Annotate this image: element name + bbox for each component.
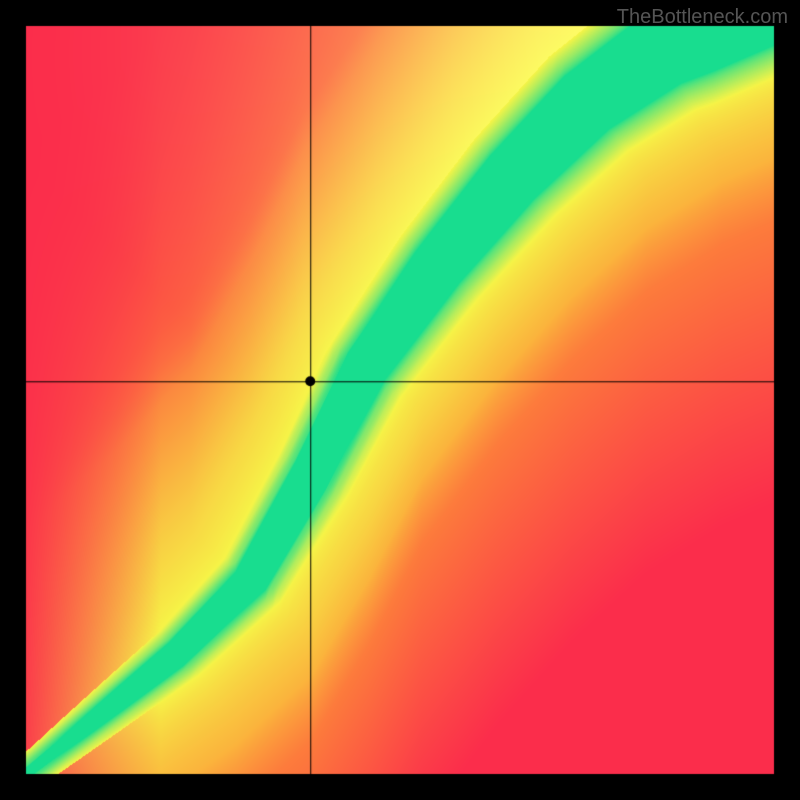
heatmap-canvas bbox=[0, 0, 800, 800]
watermark-text: TheBottleneck.com bbox=[617, 6, 788, 29]
chart-container: TheBottleneck.com bbox=[0, 0, 800, 800]
